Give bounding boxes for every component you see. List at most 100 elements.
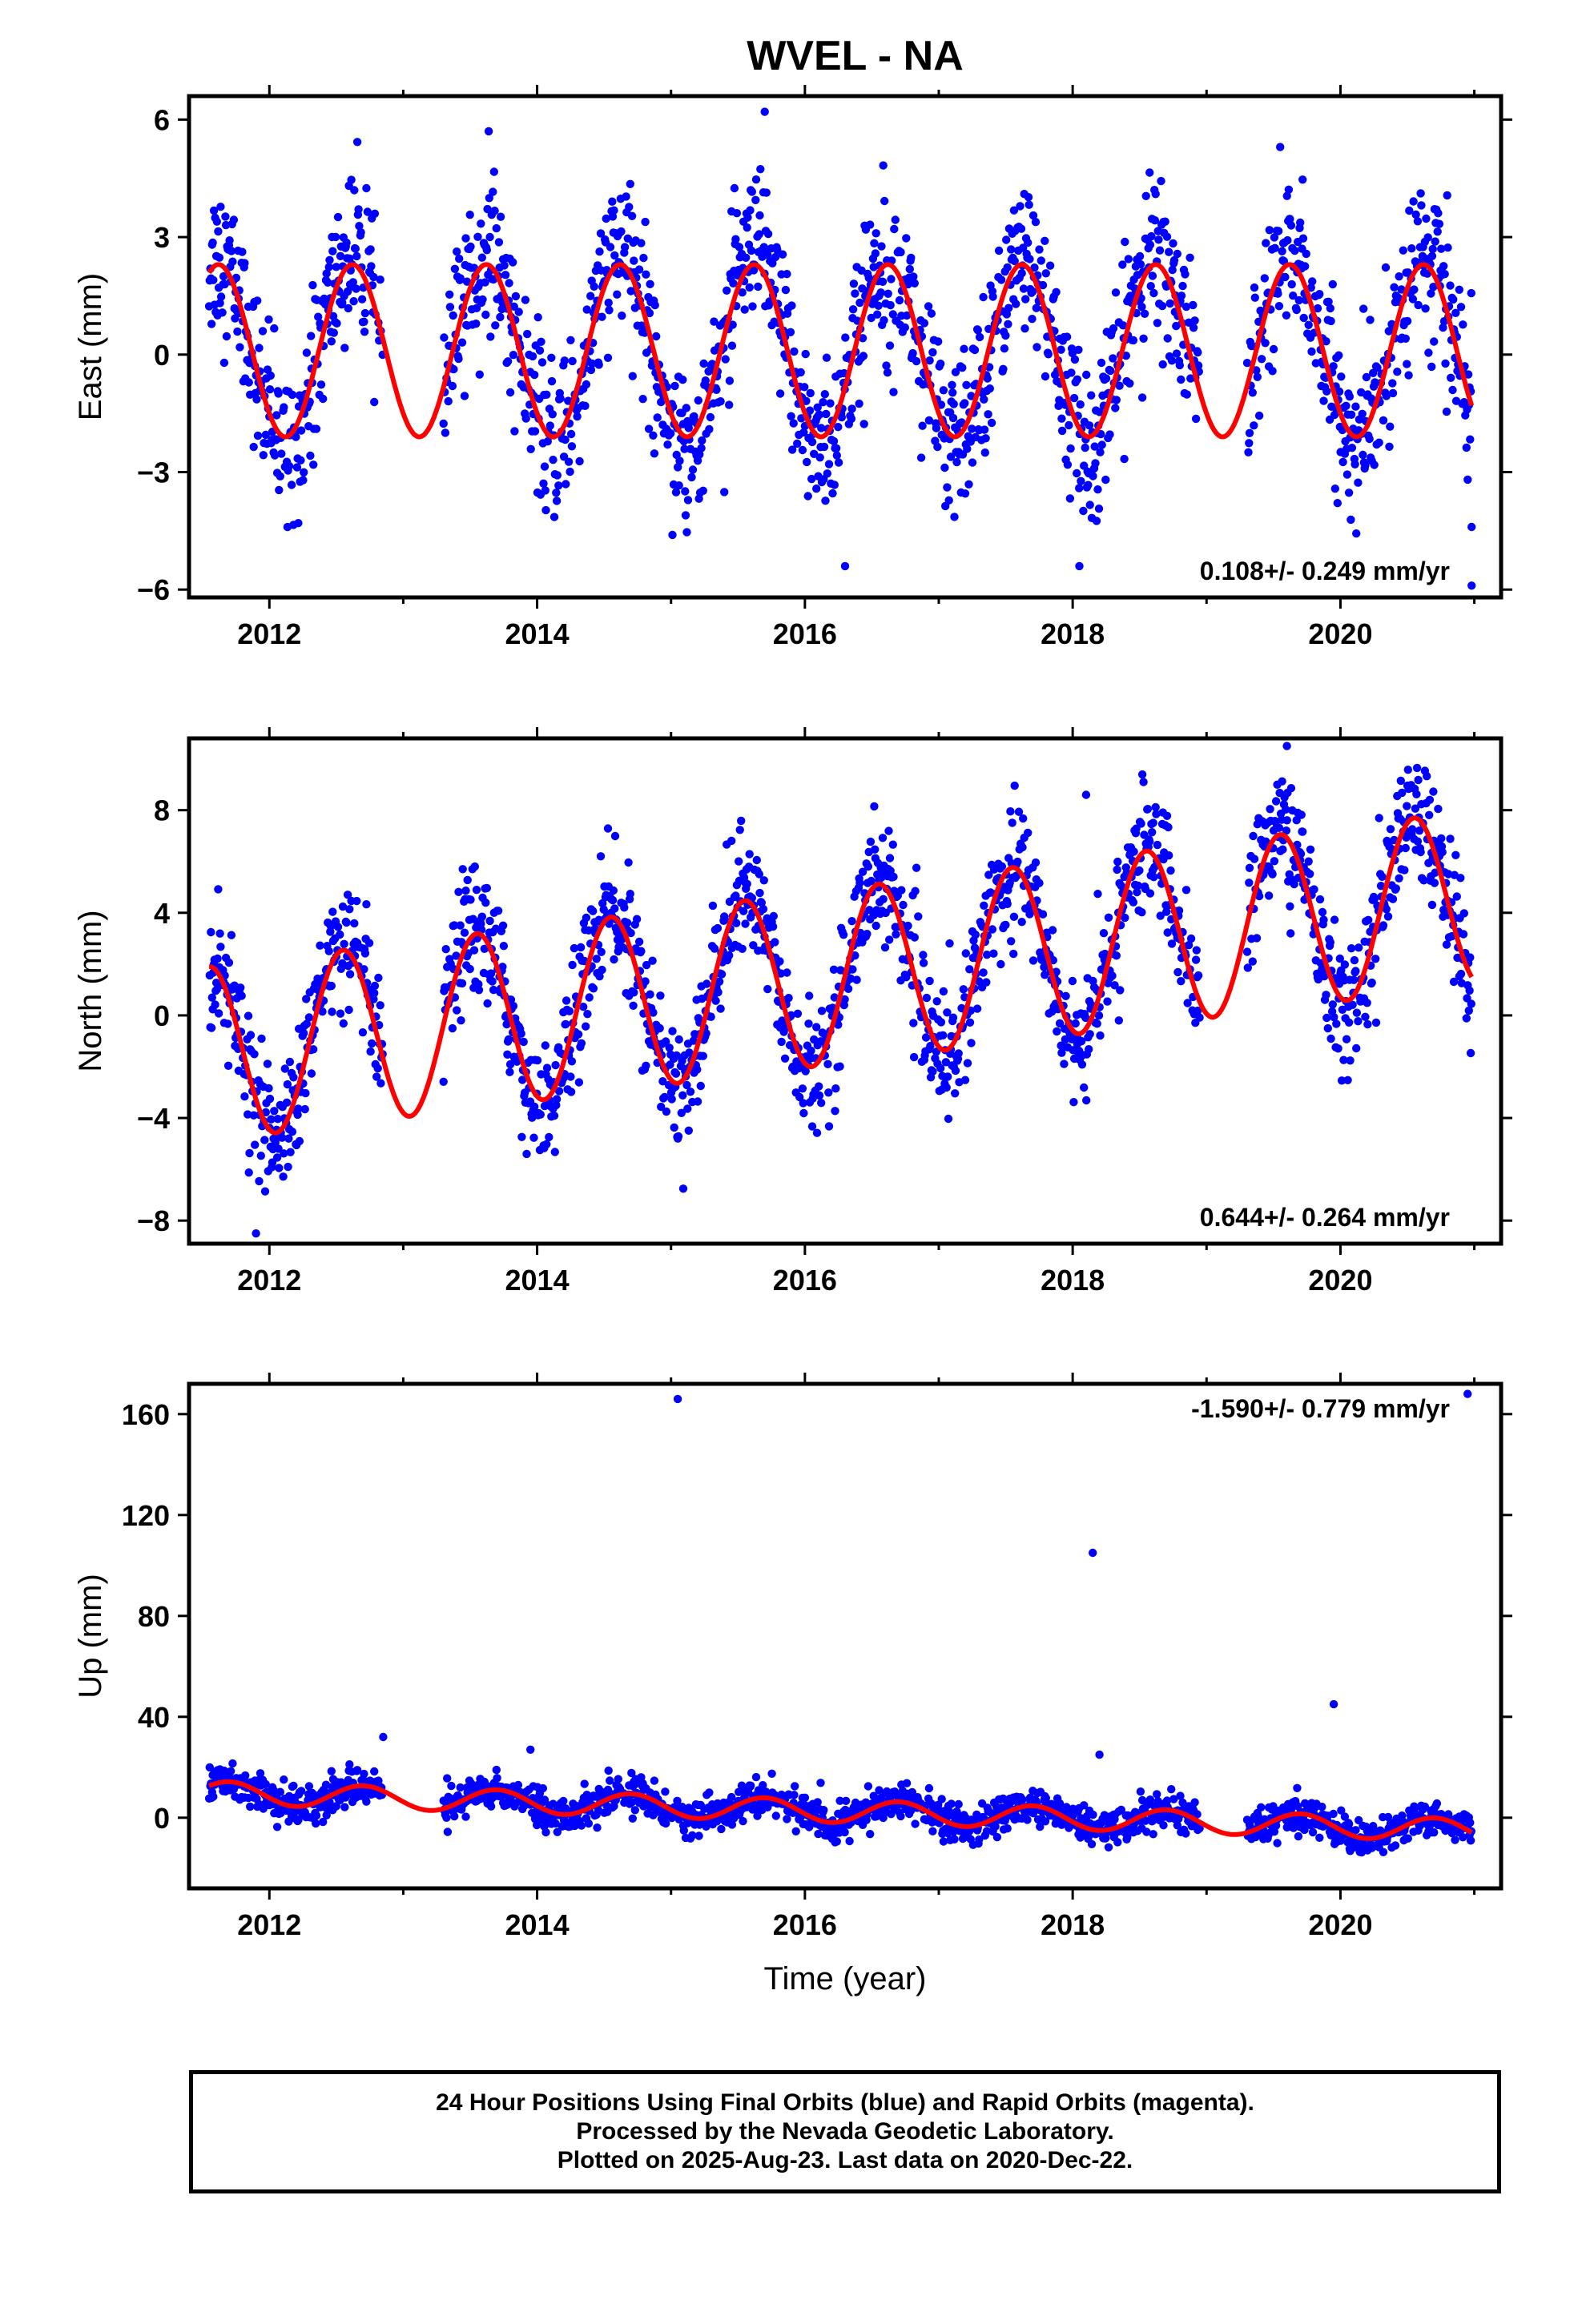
plot-area xyxy=(204,1389,1476,1857)
data-point xyxy=(362,1797,371,1806)
data-point xyxy=(1386,825,1395,834)
data-point xyxy=(344,1005,353,1015)
data-point xyxy=(1109,354,1117,363)
data-point xyxy=(1135,251,1145,261)
data-point xyxy=(743,223,751,232)
data-point xyxy=(1186,934,1196,943)
data-point xyxy=(1282,826,1291,835)
data-point xyxy=(806,388,815,398)
data-point xyxy=(374,973,383,983)
data-point xyxy=(498,963,507,971)
data-point xyxy=(1016,224,1026,233)
data-point xyxy=(1403,802,1411,810)
data-point xyxy=(1152,810,1161,818)
data-point xyxy=(1091,459,1100,468)
data-point xyxy=(370,981,380,991)
data-point xyxy=(1395,874,1403,883)
data-point xyxy=(300,1029,308,1038)
data-point xyxy=(1007,245,1016,254)
data-point-outlier xyxy=(760,107,769,116)
data-point xyxy=(982,951,992,959)
data-point xyxy=(871,249,880,258)
data-point xyxy=(301,1088,310,1098)
data-point xyxy=(727,341,737,350)
data-point xyxy=(1350,955,1359,965)
data-point xyxy=(815,1082,823,1091)
data-point xyxy=(216,292,226,301)
data-point xyxy=(936,1063,945,1073)
data-point xyxy=(1322,337,1330,346)
data-point xyxy=(637,239,646,247)
data-point xyxy=(912,863,921,872)
data-point xyxy=(1024,828,1033,838)
data-point xyxy=(478,295,487,304)
data-point xyxy=(455,254,464,263)
data-point xyxy=(649,1008,658,1017)
data-point xyxy=(1298,175,1307,184)
data-point xyxy=(1139,334,1148,343)
data-point xyxy=(1270,857,1279,866)
data-point xyxy=(1191,955,1201,964)
data-point xyxy=(541,1041,549,1050)
data-point xyxy=(450,921,459,930)
data-point xyxy=(280,1064,289,1073)
data-point xyxy=(1459,320,1467,329)
data-point xyxy=(847,917,856,926)
data-point xyxy=(1077,1036,1086,1046)
data-point xyxy=(716,1004,725,1013)
data-point xyxy=(663,440,672,449)
data-point xyxy=(312,424,321,433)
data-point xyxy=(590,282,598,291)
data-point xyxy=(1136,259,1145,269)
data-point xyxy=(746,206,755,215)
data-point-outlier xyxy=(1075,561,1084,571)
data-point xyxy=(1177,375,1185,384)
data-point xyxy=(939,987,948,996)
y-tick-label: −3 xyxy=(137,456,170,489)
data-point xyxy=(1334,1044,1342,1053)
data-point xyxy=(824,1122,834,1131)
data-point xyxy=(1010,256,1019,266)
data-point xyxy=(1079,506,1088,516)
data-point xyxy=(307,332,316,340)
data-point xyxy=(1326,938,1335,947)
data-point xyxy=(1443,243,1452,252)
data-point xyxy=(610,904,619,913)
data-point xyxy=(755,230,763,239)
data-point xyxy=(624,858,633,867)
data-point xyxy=(1139,778,1148,786)
data-point xyxy=(1326,316,1335,326)
data-point xyxy=(1323,1023,1333,1033)
data-point xyxy=(855,298,864,308)
data-point xyxy=(1250,283,1259,292)
data-point xyxy=(950,1835,959,1844)
data-point xyxy=(899,900,908,910)
data-point xyxy=(360,965,368,974)
data-point xyxy=(261,1779,270,1789)
data-point xyxy=(1439,262,1448,271)
data-point xyxy=(287,480,296,489)
data-point xyxy=(1041,236,1049,245)
data-point xyxy=(1438,847,1447,857)
data-point xyxy=(470,862,479,871)
data-point xyxy=(1442,940,1451,949)
data-point xyxy=(1358,409,1367,418)
data-point xyxy=(1045,261,1055,270)
data-point xyxy=(980,901,988,911)
data-point xyxy=(713,923,723,933)
data-point xyxy=(1298,827,1307,836)
data-point xyxy=(831,444,841,452)
data-point xyxy=(1109,324,1118,333)
data-point xyxy=(1135,866,1144,875)
data-point xyxy=(1192,946,1202,955)
data-point xyxy=(674,463,682,472)
data-point xyxy=(939,1837,948,1846)
data-point xyxy=(735,243,744,251)
data-point xyxy=(349,297,358,306)
data-point xyxy=(505,1059,515,1069)
data-point xyxy=(370,1767,379,1776)
data-point xyxy=(805,406,815,415)
data-point xyxy=(366,1047,375,1056)
data-point xyxy=(800,1793,810,1802)
data-point xyxy=(660,1092,669,1102)
